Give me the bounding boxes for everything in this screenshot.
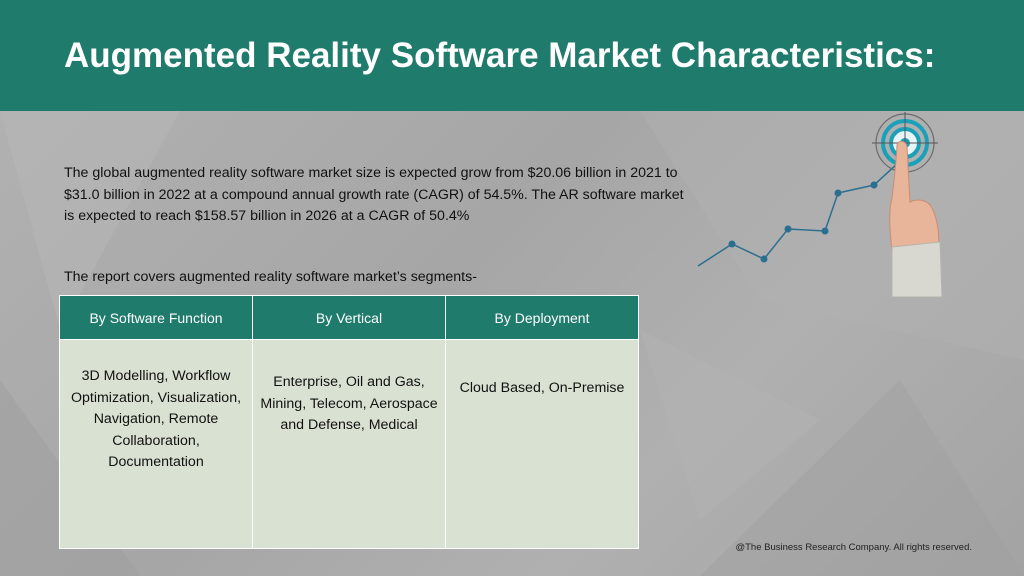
segments-intro-text: The report covers augmented reality soft… [64, 269, 477, 285]
segments-header-row: By Software Function By Vertical By Depl… [59, 295, 639, 340]
growth-line-icon [697, 163, 898, 267]
target-touch-growth-icon [692, 110, 943, 298]
market-summary: The global augmented reality software ma… [64, 163, 684, 228]
header-deployment: By Deployment [445, 295, 639, 340]
segments-table: By Software Function By Vertical By Depl… [59, 295, 639, 549]
title-bar: Augmented Reality Software Market Charac… [0, 0, 1024, 111]
cell-vertical: Enterprise, Oil and Gas, Mining, Telecom… [252, 339, 446, 549]
copyright-footer: @The Business Research Company. All righ… [735, 542, 972, 553]
cell-deployment: Cloud Based, On-Premise [445, 339, 639, 549]
header-vertical: By Vertical [252, 295, 446, 340]
header-software-function: By Software Function [59, 295, 253, 340]
pointing-hand-icon [889, 140, 943, 298]
cell-software-function: 3D Modelling, Workflow Optimization, Vis… [59, 339, 253, 549]
market-summary-paragraph: The global augmented reality software ma… [64, 165, 684, 224]
page-title: Augmented Reality Software Market Charac… [64, 36, 936, 75]
segments-body-row: 3D Modelling, Workflow Optimization, Vis… [59, 339, 639, 549]
